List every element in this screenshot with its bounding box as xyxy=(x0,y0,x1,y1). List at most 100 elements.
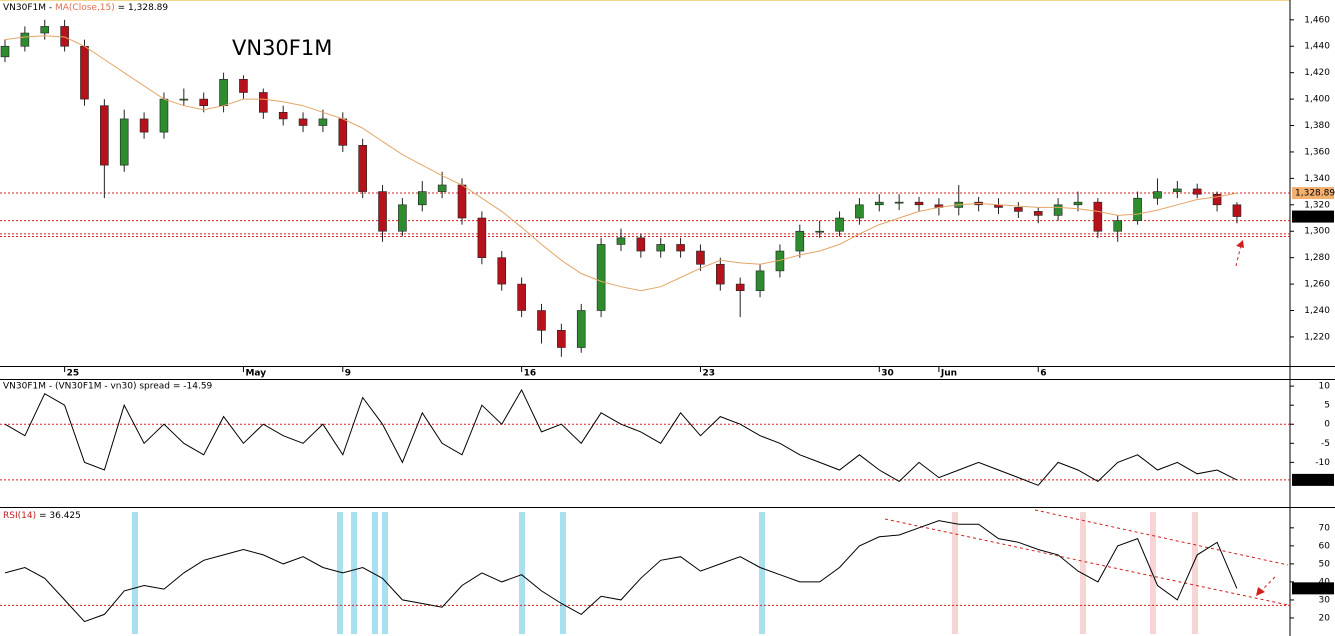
candle-body xyxy=(497,257,507,285)
candle-body xyxy=(378,191,387,232)
header-value: = 36.425 xyxy=(39,511,81,521)
candle-body xyxy=(696,250,705,265)
y-tick-label: 1,260 xyxy=(1304,280,1330,290)
candle-body xyxy=(1192,188,1202,195)
y-tick-label: 1,360 xyxy=(1304,147,1330,157)
candle-body xyxy=(1212,193,1222,206)
x-tick-label: Jun xyxy=(940,369,957,379)
x-tick-label: 30 xyxy=(881,369,894,379)
ma-tag-box xyxy=(1292,187,1334,200)
trendline xyxy=(1034,509,1289,566)
chart-title: VN30F1M xyxy=(232,36,332,60)
candle-body xyxy=(755,270,765,291)
arrow-head xyxy=(1256,587,1265,596)
candle-body xyxy=(576,310,586,348)
y-tick-label: 1,240 xyxy=(1304,306,1330,316)
close-tag-box xyxy=(1292,210,1334,223)
highlight xyxy=(519,512,525,634)
arrow-head xyxy=(1236,240,1244,248)
candle-body xyxy=(80,45,89,100)
candle-body xyxy=(398,204,407,232)
candle-body xyxy=(417,191,427,206)
header-suffix: = 1,328.89 xyxy=(118,3,169,13)
candle-body xyxy=(358,145,367,192)
candle-body xyxy=(735,283,745,291)
candle-body xyxy=(20,32,30,47)
highlight xyxy=(132,512,138,634)
y-tick-label: 50 xyxy=(1319,559,1331,569)
y-tick-label: 1,280 xyxy=(1304,253,1330,263)
candle-body xyxy=(1053,204,1063,216)
highlight xyxy=(560,512,566,634)
indicator-name: RSI(14) xyxy=(3,511,36,521)
candle-body xyxy=(676,244,685,252)
ma-name: MA(Close,15) xyxy=(55,3,115,13)
candle-body xyxy=(477,217,487,258)
trendlines xyxy=(884,244,1289,606)
candle-body xyxy=(1033,211,1043,216)
y-tick-label: 1,340 xyxy=(1304,174,1330,184)
candle-body xyxy=(1153,191,1162,199)
x-tick-label: 6 xyxy=(1040,369,1046,379)
candle-body xyxy=(298,118,308,126)
indicator-line xyxy=(4,520,1238,623)
highlight xyxy=(1080,512,1086,634)
candle-body xyxy=(517,283,526,311)
candle-body xyxy=(0,45,10,58)
y-tick-label: 1,220 xyxy=(1304,332,1330,342)
y-tick-label: 1,440 xyxy=(1304,42,1330,52)
candle-body xyxy=(119,118,129,166)
y-tick-label: 1,320 xyxy=(1304,200,1330,210)
ma-tag: 1,328.89 xyxy=(1295,189,1335,199)
highlight xyxy=(759,512,765,634)
highlight xyxy=(382,512,388,634)
candle-body xyxy=(179,98,189,101)
candle-body xyxy=(40,26,50,34)
candle-body xyxy=(1133,197,1142,221)
highlight-group xyxy=(132,512,765,634)
highlight xyxy=(372,512,378,634)
y-tick-label: 1,380 xyxy=(1304,121,1330,131)
candle-body xyxy=(1014,207,1023,212)
candle-body xyxy=(835,217,844,232)
y-tick-label: 1,400 xyxy=(1304,95,1330,105)
x-tick-label: 23 xyxy=(702,369,715,379)
candle-body xyxy=(100,105,109,166)
highlight xyxy=(1192,512,1198,634)
candle-body xyxy=(815,230,824,233)
candle-body xyxy=(278,112,288,120)
candle-body xyxy=(914,201,924,206)
y-tick-label: 10 xyxy=(1319,382,1331,392)
candle-body xyxy=(1073,201,1083,206)
candle-body xyxy=(596,244,606,311)
last-tag: 36.4251 xyxy=(1295,584,1332,594)
candle-body xyxy=(1093,201,1103,232)
highlight-group xyxy=(952,512,1198,634)
candle-body xyxy=(437,184,447,192)
highlight xyxy=(952,512,958,634)
candle-body xyxy=(874,201,884,206)
y-tick-label: 0 xyxy=(1324,420,1330,430)
header-prefix: VN30F1M - xyxy=(3,3,52,13)
ma-line xyxy=(4,35,1237,292)
y-tick-label: 20 xyxy=(1319,613,1331,623)
y-tick-label: -5 xyxy=(1321,439,1330,449)
candle-body xyxy=(894,201,904,204)
y-tick-label: -10 xyxy=(1315,458,1330,468)
candle-body xyxy=(795,230,805,252)
trendline xyxy=(884,518,1289,606)
y-tick-label: 1,420 xyxy=(1304,68,1330,78)
candle-body xyxy=(219,78,228,107)
y-tick-label: 60 xyxy=(1319,541,1331,551)
candle-body xyxy=(457,184,467,219)
close-tag: 1,311.1 xyxy=(1295,212,1329,222)
candle-body xyxy=(716,263,725,285)
candle-body xyxy=(338,118,348,146)
candle-body xyxy=(318,118,328,126)
candle-body xyxy=(159,98,169,133)
panel-header: VN30F1M - (VN30F1M - vn30) spread = -14.… xyxy=(3,382,213,392)
candle-body xyxy=(557,330,566,348)
last-tag-box xyxy=(1292,473,1334,486)
